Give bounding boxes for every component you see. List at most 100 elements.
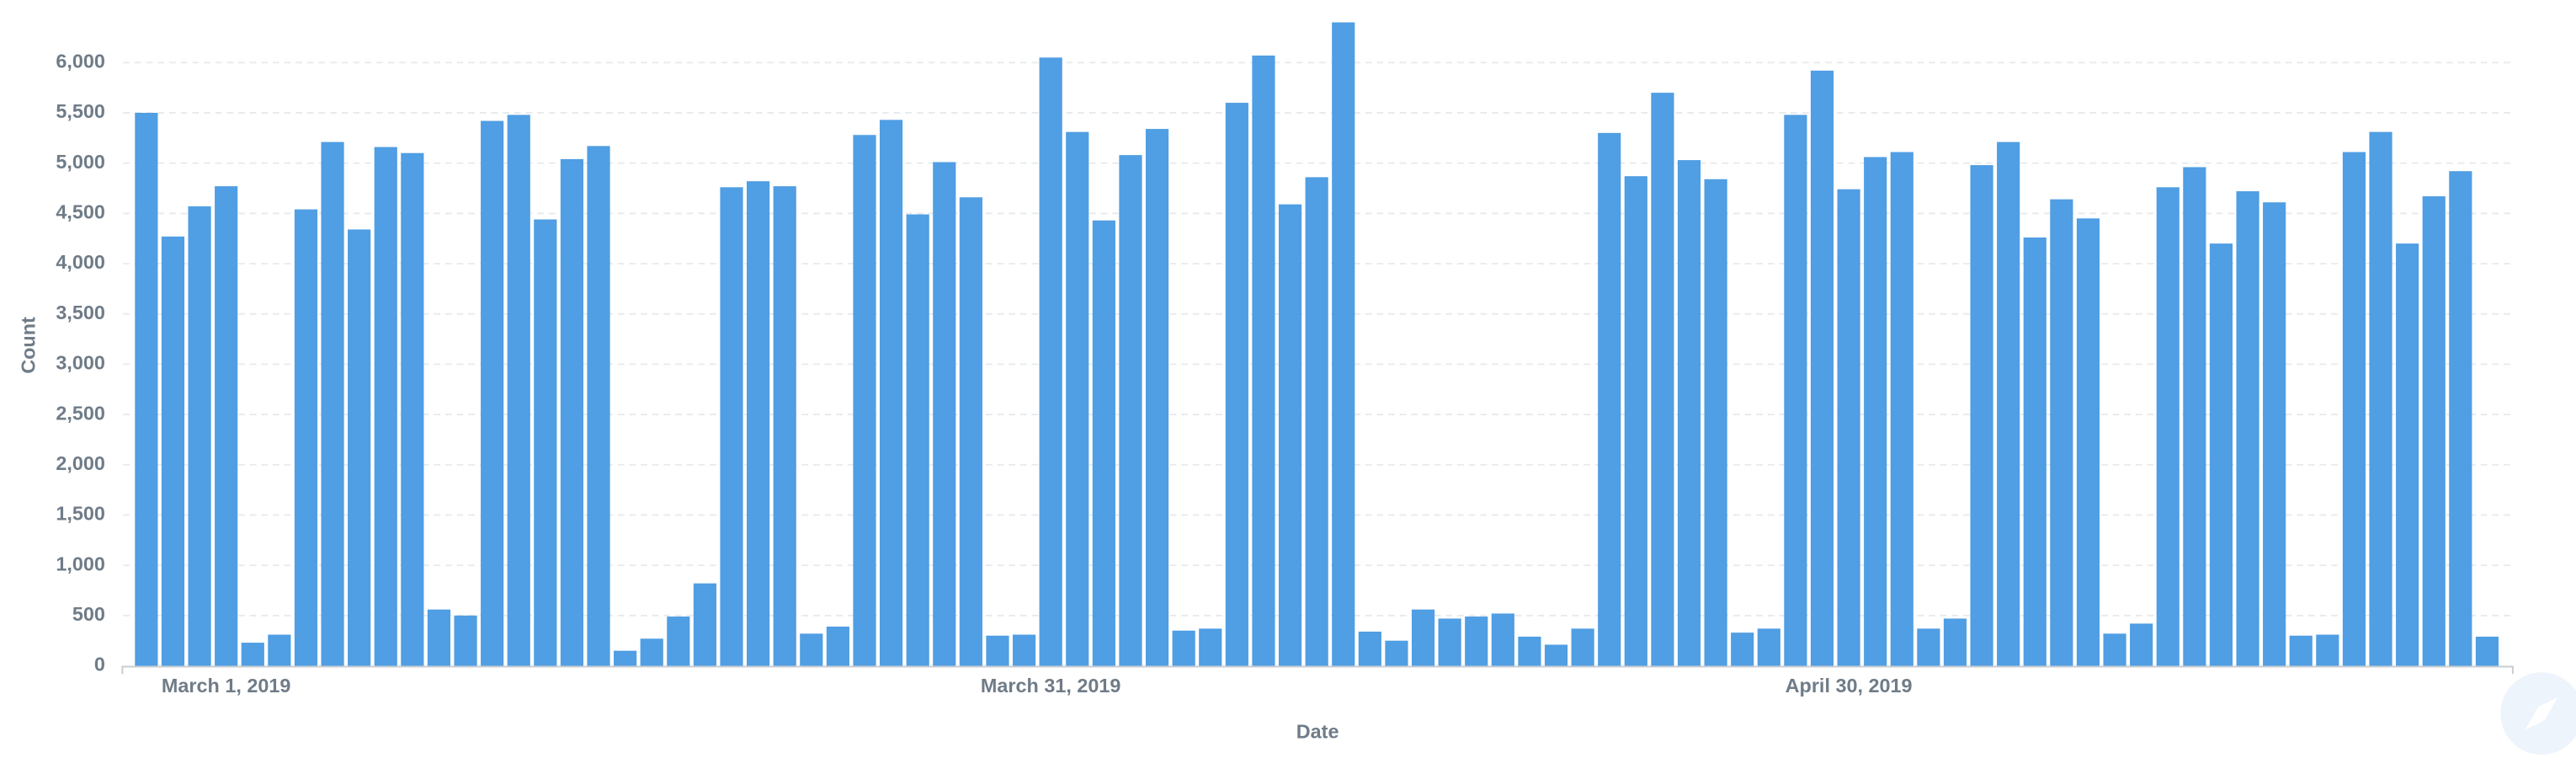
bar bbox=[720, 187, 743, 666]
y-axis-label: Count bbox=[17, 317, 39, 374]
y-tick-label: 4,000 bbox=[56, 251, 105, 273]
bar bbox=[1012, 634, 1036, 666]
bar bbox=[1624, 176, 1647, 666]
bar bbox=[401, 152, 424, 666]
bar bbox=[1890, 152, 1913, 666]
bar bbox=[1172, 630, 1195, 666]
bars bbox=[135, 22, 2499, 666]
y-tick-label: 2,500 bbox=[56, 402, 105, 424]
bar bbox=[427, 609, 451, 666]
bar bbox=[1119, 155, 1142, 666]
bar bbox=[1332, 22, 1355, 666]
bar bbox=[986, 635, 1009, 666]
bar bbox=[294, 209, 318, 666]
bar bbox=[2050, 199, 2073, 666]
bar bbox=[215, 186, 238, 666]
y-tick-label: 4,500 bbox=[56, 201, 105, 223]
y-tick-label: 5,000 bbox=[56, 151, 105, 173]
y-tick-label: 6,000 bbox=[56, 50, 105, 72]
bar bbox=[614, 650, 637, 666]
bar bbox=[348, 229, 371, 666]
bar bbox=[2156, 187, 2179, 666]
bar bbox=[2342, 152, 2366, 666]
bar bbox=[135, 112, 158, 666]
bar bbox=[1651, 93, 1674, 666]
bar bbox=[1518, 636, 1541, 666]
compass-icon[interactable] bbox=[2525, 697, 2558, 730]
bar bbox=[2183, 167, 2206, 666]
bar bbox=[1092, 220, 1115, 666]
bar bbox=[1917, 628, 1940, 666]
ticks: 0 500 1,000 1,500 2,000 2,500 3,000 3,500 4,000 4… bbox=[56, 50, 2510, 697]
bar bbox=[1810, 70, 1834, 666]
y-tick-label: 3,500 bbox=[56, 302, 105, 323]
bar bbox=[880, 120, 903, 666]
bar bbox=[1864, 157, 1887, 666]
bar bbox=[1571, 628, 1594, 666]
bar bbox=[2023, 238, 2046, 666]
bar bbox=[959, 197, 982, 666]
bar bbox=[2263, 202, 2286, 666]
bar bbox=[906, 214, 929, 666]
bar bbox=[1784, 115, 1807, 666]
bar bbox=[2076, 218, 2100, 666]
bar bbox=[454, 615, 477, 666]
y-tick-label: 2,000 bbox=[56, 452, 105, 474]
y-tick-label: 5,500 bbox=[56, 100, 105, 122]
bar bbox=[826, 626, 849, 666]
y-tick-label: 1,500 bbox=[56, 503, 105, 525]
bar bbox=[161, 236, 185, 666]
bar bbox=[374, 147, 397, 666]
bar bbox=[241, 643, 264, 666]
bar bbox=[1411, 609, 1435, 666]
bar bbox=[773, 186, 796, 666]
bar bbox=[853, 135, 876, 666]
bar bbox=[1305, 177, 1328, 666]
bar bbox=[321, 141, 344, 666]
bar bbox=[667, 617, 690, 666]
y-tick-label: 3,000 bbox=[56, 352, 105, 374]
bar bbox=[1278, 204, 1302, 666]
bar bbox=[2369, 131, 2392, 666]
bar bbox=[2449, 171, 2472, 666]
bar bbox=[1358, 631, 1381, 666]
bar bbox=[1199, 628, 1222, 666]
bar bbox=[1438, 618, 1461, 666]
bar bbox=[2209, 243, 2233, 666]
x-tick-label: March 31, 2019 bbox=[981, 675, 1121, 697]
bar bbox=[1039, 57, 1062, 666]
bar bbox=[268, 634, 291, 666]
bar bbox=[1677, 160, 1701, 666]
bar bbox=[2289, 635, 2313, 666]
bar bbox=[2130, 623, 2153, 666]
y-tick-label: 500 bbox=[72, 603, 105, 625]
bar bbox=[1544, 644, 1568, 666]
bar bbox=[2103, 633, 2126, 666]
bar bbox=[1731, 633, 1754, 666]
bar bbox=[1066, 131, 1089, 666]
bar bbox=[933, 162, 956, 666]
bar bbox=[534, 219, 557, 666]
bar bbox=[800, 633, 823, 666]
bar bbox=[1225, 103, 1248, 666]
compass-button[interactable] bbox=[2500, 672, 2576, 755]
bar bbox=[1491, 613, 1514, 666]
bar bbox=[1598, 132, 1621, 666]
bar bbox=[507, 115, 530, 666]
bar bbox=[2422, 196, 2446, 666]
bar bbox=[2316, 634, 2339, 666]
bar bbox=[188, 206, 211, 666]
bar bbox=[747, 181, 770, 666]
bar bbox=[693, 583, 717, 666]
bar bbox=[1837, 189, 1860, 666]
bar bbox=[1704, 179, 1727, 666]
bar bbox=[1943, 618, 1967, 666]
bar bbox=[2475, 636, 2499, 666]
bar bbox=[1757, 628, 1780, 666]
y-tick-label: 1,000 bbox=[56, 552, 105, 574]
bar bbox=[560, 158, 584, 666]
bar bbox=[1385, 640, 1408, 666]
bar bbox=[1970, 165, 1993, 666]
